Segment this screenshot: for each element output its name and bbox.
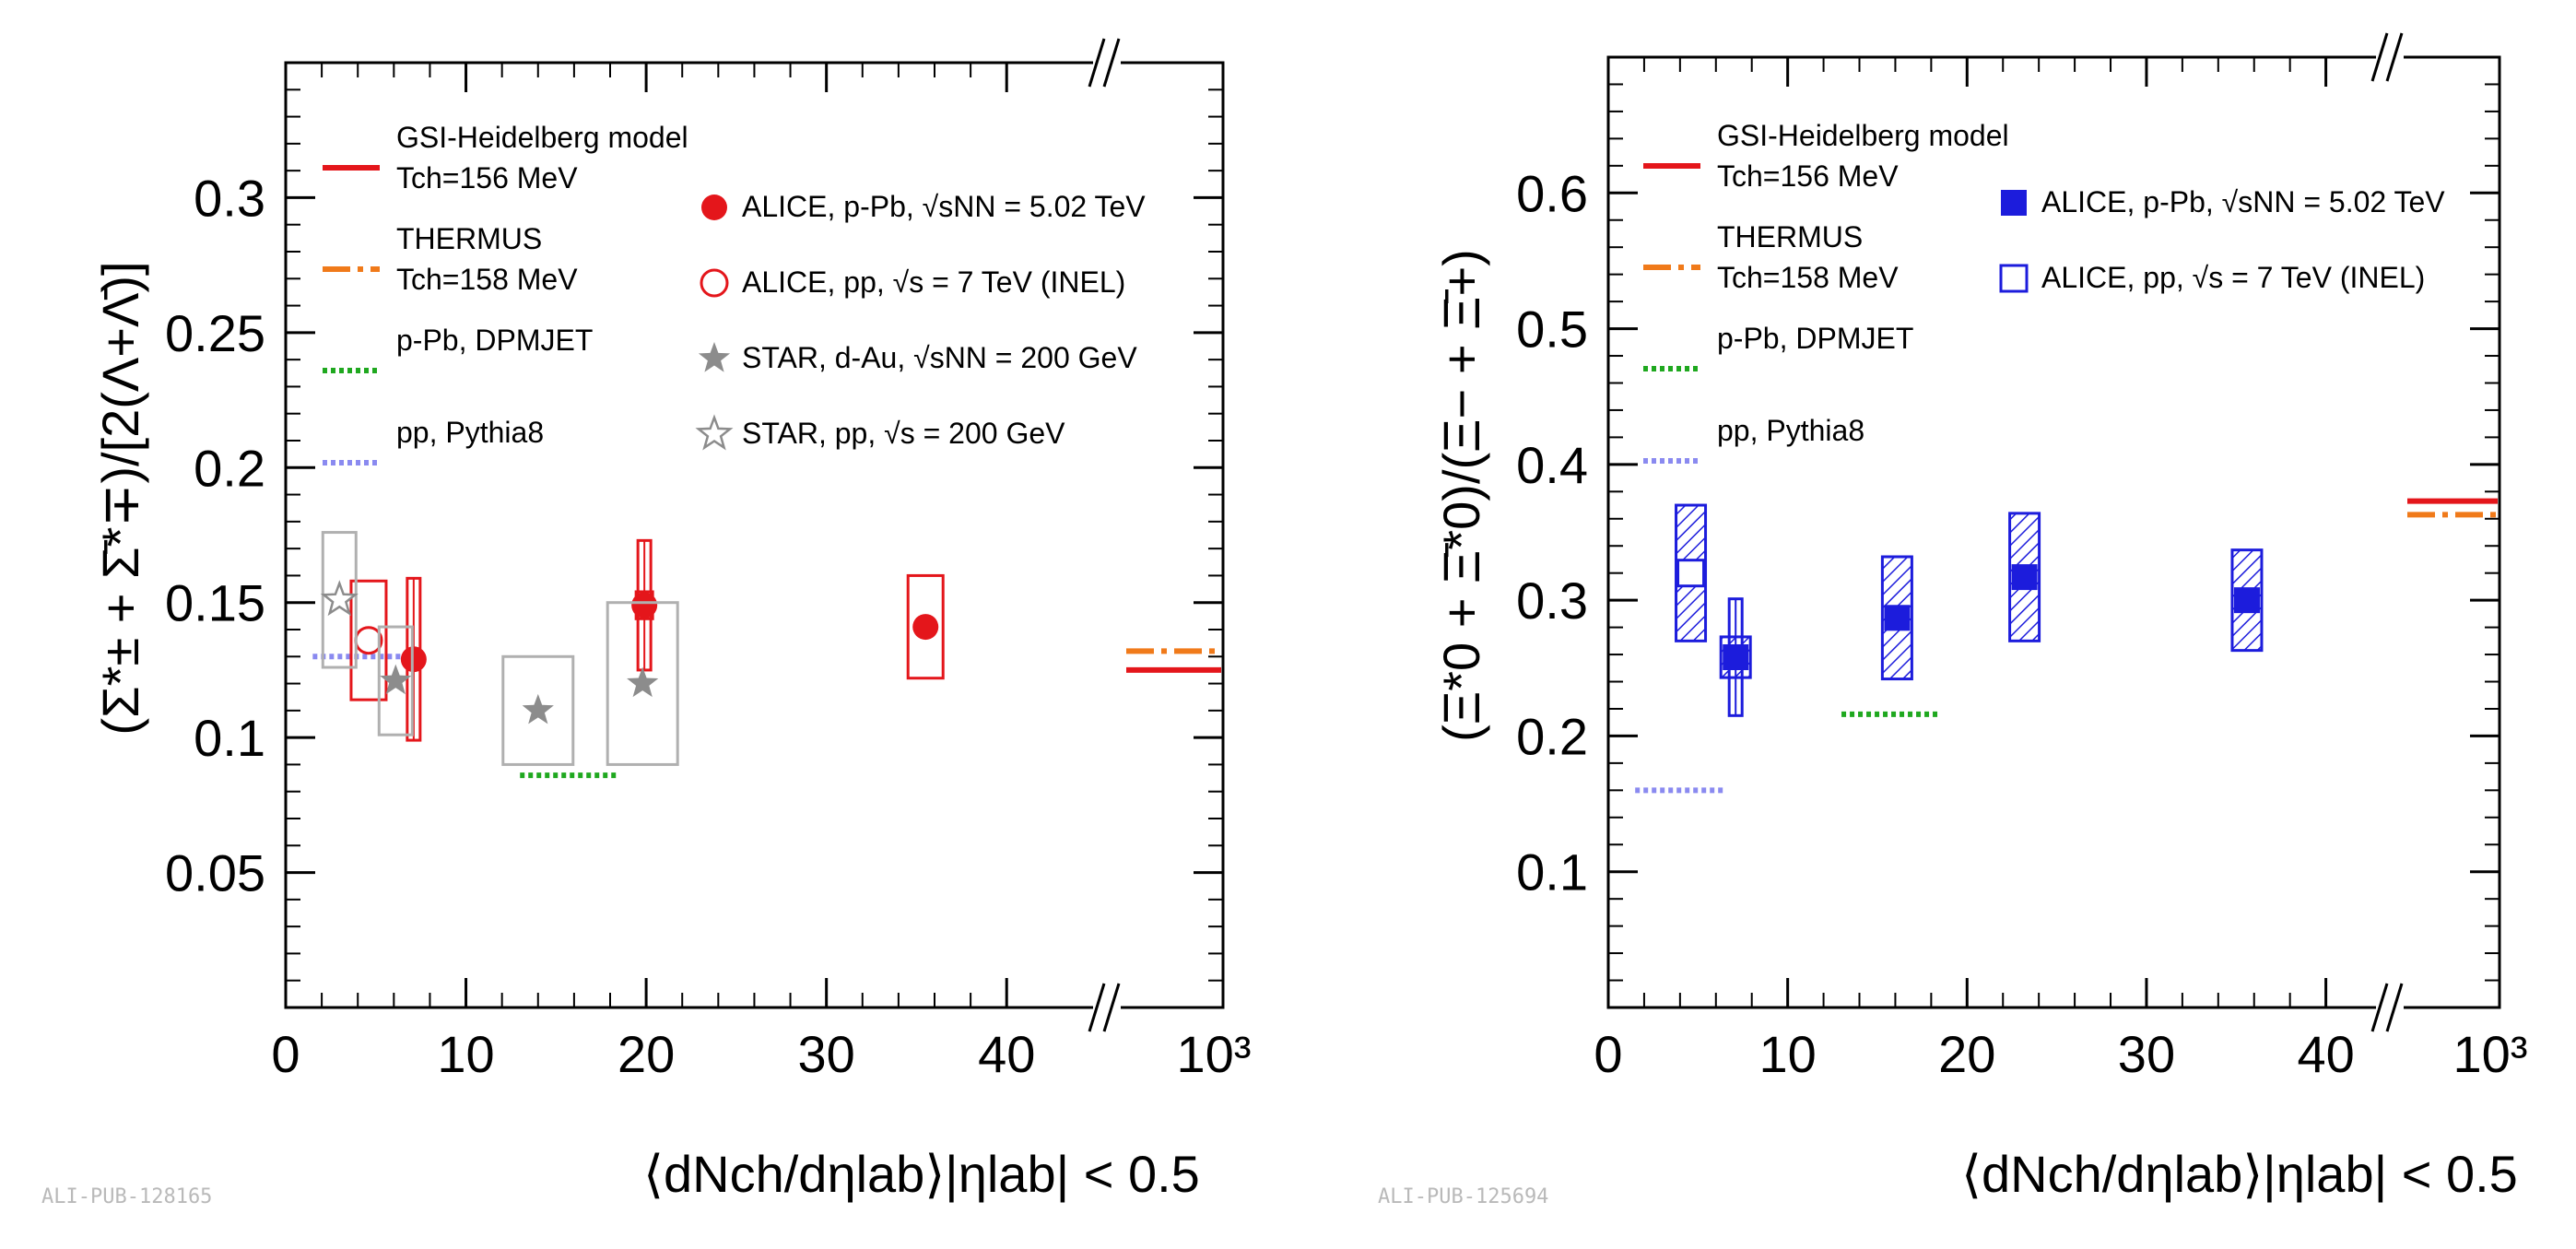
legend-data-label: ALICE, p-Pb, √sNN = 5.02 TeV — [742, 190, 1146, 223]
data-point — [354, 626, 383, 655]
axis-break-mark — [1088, 38, 1106, 88]
x-break-label: 10³ — [2453, 1025, 2528, 1083]
watermark: ALI-PUB-128165 — [41, 1185, 212, 1208]
legend-model-sublabel: Tch=156 MeV — [1717, 159, 1899, 193]
data-point — [380, 664, 412, 695]
y-tick-label: 0.6 — [1516, 164, 1588, 222]
legend-model-label: GSI-Heidelberg model — [1717, 119, 2009, 152]
axis-break-mark — [2385, 983, 2404, 1032]
axis-break-mark — [1102, 983, 1121, 1032]
legend-model-label: THERMUS — [396, 222, 542, 255]
legend-model-sublabel: Tch=158 MeV — [396, 263, 578, 296]
legend-data-label: ALICE, p-Pb, √sNN = 5.02 TeV — [2041, 185, 2445, 218]
data-point — [2233, 587, 2260, 614]
axis-break-mark — [2370, 32, 2389, 82]
axis-break-mark — [1102, 38, 1121, 88]
x-tick-label: 20 — [1938, 1025, 1995, 1083]
legend-data-marker — [2001, 190, 2027, 216]
x-tick-label: 10 — [1759, 1025, 1817, 1083]
axis-break-mark — [2370, 983, 2389, 1032]
axis-break-mark — [1088, 983, 1106, 1032]
y-tick-label: 0.2 — [194, 439, 265, 497]
legend-data-label: STAR, pp, √s = 200 GeV — [742, 417, 1065, 450]
y-tick-label: 0.25 — [165, 304, 265, 362]
y-tick-label: 0.5 — [1516, 300, 1588, 359]
x-tick-label: 20 — [618, 1025, 675, 1083]
legend-data-marker — [698, 342, 731, 372]
x-tick-label: 10 — [437, 1025, 494, 1083]
data-point — [631, 592, 658, 619]
y-axis-title: (Σ*± + Σ̄*∓)/[2(Λ+Λ̄)] — [91, 261, 149, 735]
y-tick-label: 0.3 — [194, 169, 265, 227]
data-point — [1676, 559, 1706, 588]
y-tick-label: 0.1 — [1516, 843, 1588, 901]
x-tick-label: 40 — [2297, 1025, 2354, 1083]
x-tick-label: 40 — [978, 1025, 1035, 1083]
chart-panel-2: 0.1 0.2 0.3 0.4 0.5 0.6 0 10 20 30 40 10³ (Ξ*0 + Ξ̄*… — [1378, 32, 2528, 1208]
sys-box — [349, 579, 388, 701]
data-point — [1884, 605, 1911, 631]
plot-frame — [1606, 55, 2501, 1009]
legend-data-marker — [701, 194, 727, 220]
legend-data-label: STAR, d-Au, √sNN = 200 GeV — [742, 341, 1137, 374]
data-point — [627, 666, 659, 698]
data-point — [320, 580, 359, 617]
y-tick-label: 0.2 — [1516, 707, 1588, 765]
axis-break-gap — [2376, 52, 2404, 63]
x-break-label: 10³ — [1177, 1025, 1252, 1083]
legend-model-label: pp, Pythia8 — [1717, 414, 1864, 447]
x-axis-title: ⟨dNch/dηlab⟩|ηlab| < 0.5 — [643, 1145, 1200, 1203]
y-axis-title: (Ξ*0 + Ξ̄*0)/(Ξ− + Ξ̄+) — [1432, 249, 1490, 742]
sys-box — [906, 573, 945, 680]
data-point — [400, 646, 427, 673]
x-tick-label: 0 — [1594, 1025, 1622, 1083]
axis-break-gap — [1093, 1002, 1121, 1013]
data-point — [912, 614, 939, 641]
legend-model-sublabel: Tch=156 MeV — [396, 161, 578, 194]
legend-model-sublabel: Tch=158 MeV — [1717, 261, 1899, 294]
legend-data-marker — [695, 414, 734, 451]
legend-model-label: p-Pb, DPMJET — [396, 324, 593, 357]
sys-box — [321, 531, 358, 669]
legend-model-label: pp, Pythia8 — [396, 416, 544, 449]
sys-box — [501, 654, 575, 766]
y-tick-label: 0.1 — [194, 709, 265, 767]
axis-break-gap — [2376, 1002, 2404, 1013]
axis-break-gap — [1093, 57, 1121, 68]
x-axis-title: ⟨dNch/dηlab⟩|ηlab| < 0.5 — [1961, 1145, 2518, 1203]
legend-model-label: p-Pb, DPMJET — [1717, 322, 1913, 355]
legend-data-label: ALICE, pp, √s = 7 TeV (INEL) — [2041, 261, 2425, 294]
x-tick-label: 0 — [271, 1025, 300, 1083]
x-tick-label: 30 — [798, 1025, 855, 1083]
y-tick-label: 0.3 — [1516, 571, 1588, 630]
y-tick-label: 0.15 — [165, 574, 265, 632]
legend-data-label: ALICE, pp, √s = 7 TeV (INEL) — [742, 265, 1125, 299]
y-tick-label: 0.4 — [1516, 436, 1588, 494]
watermark: ALI-PUB-125694 — [1378, 1185, 1548, 1208]
axis-break-mark — [2385, 32, 2404, 82]
data-point — [2011, 564, 2038, 591]
legend-data-marker — [700, 268, 729, 298]
sys-box — [606, 601, 679, 766]
legend-model-label: GSI-Heidelberg model — [396, 121, 688, 154]
legend-model-label: THERMUS — [1717, 220, 1863, 253]
x-tick-label: 30 — [2118, 1025, 2175, 1083]
data-point — [522, 693, 554, 725]
sys-box — [377, 625, 414, 736]
chart-panel-1: 0.05 0.1 0.15 0.2 0.25 0.3 0 10 20 30 40 10³ (Σ*± + … — [41, 38, 1252, 1208]
y-tick-label: 0.05 — [165, 844, 265, 902]
legend-data-marker — [1999, 264, 2029, 293]
data-point — [1723, 644, 1749, 671]
